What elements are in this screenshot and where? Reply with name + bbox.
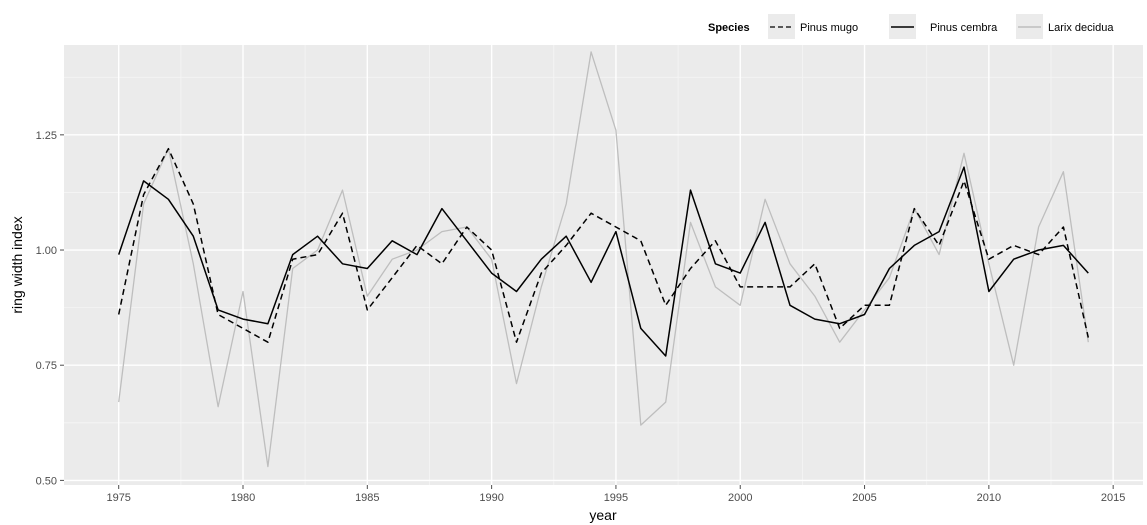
series-line-pinus-cembra [117,166,1089,357]
grid-minor [64,45,1143,485]
legend-label-larix-decidua: Larix decidua [1048,22,1114,34]
grid-major [64,45,1143,485]
series-line-larix-decidua [118,51,1089,468]
axis-ticks [60,134,1114,489]
series-lines [117,51,1090,468]
plot-panel [64,45,1143,485]
y-tick-label: 0.75 [36,360,57,372]
x-tick-label: 1975 [106,492,130,504]
legend: Species Pinus mugo Pinus cembra Larix de… [708,14,1114,39]
x-tick-label: 2010 [977,492,1001,504]
x-tick-label: 2005 [852,492,876,504]
legend-title: Species [708,22,750,34]
x-tick-label: 2015 [1101,492,1125,504]
x-tick-label: 1995 [604,492,628,504]
x-tick-label: 1985 [355,492,379,504]
x-axis-title: year [589,507,617,523]
x-tick-label: 1990 [479,492,503,504]
y-axis-title: ring width index [9,216,25,313]
y-tick-label: 1.00 [36,245,57,257]
x-tick-label: 2000 [728,492,752,504]
y-tick-label: 0.50 [36,475,57,487]
x-tick-labels: 1975 1980 1985 1990 1995 2000 2005 2010 2015 [106,492,1125,504]
legend-label-pinus-mugo: Pinus mugo [800,22,858,34]
y-tick-label: 1.25 [36,130,57,142]
legend-label-pinus-cembra: Pinus cembra [930,22,998,34]
y-tick-labels: 0.50 0.75 1.00 1.25 [36,130,57,488]
x-tick-label: 1980 [231,492,255,504]
